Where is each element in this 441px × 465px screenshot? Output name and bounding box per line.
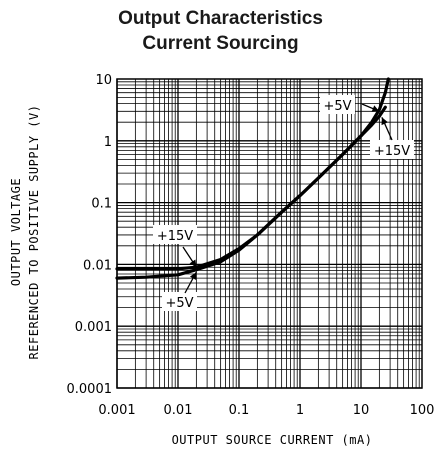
y-axis-label-line1: OUTPUT VOLTAGE bbox=[9, 178, 23, 286]
annotation-arrowhead bbox=[189, 259, 197, 268]
annotation-label: +15V bbox=[374, 144, 410, 159]
y-tick-label: 0.0001 bbox=[67, 382, 113, 397]
annotation-label: +15V bbox=[157, 229, 193, 244]
annotation-arrowhead bbox=[189, 272, 197, 280]
annotations: +15V +5V +5V +15V bbox=[153, 95, 414, 311]
chart-title: Output Characteristics bbox=[118, 8, 323, 29]
y-tick-label: 0.001 bbox=[75, 320, 112, 335]
annotation-label: +5V bbox=[323, 99, 351, 114]
series-line-plus15v bbox=[115, 105, 387, 271]
annotation-arrowhead bbox=[371, 105, 380, 112]
y-axis-label-line2: REFERENCED TO POSITIVE SUPPLY (V) bbox=[27, 105, 41, 360]
series-lines bbox=[115, 77, 390, 280]
x-tick-label: 0.01 bbox=[164, 403, 193, 418]
x-tick-label: 1 bbox=[296, 403, 304, 418]
y-tick-label: 10 bbox=[95, 73, 112, 88]
y-tick-label: 1 bbox=[104, 135, 112, 150]
series-line-plus5v bbox=[115, 77, 390, 280]
annotation-box bbox=[370, 140, 414, 159]
annotation-box bbox=[162, 292, 197, 311]
x-tick-label: 0.1 bbox=[229, 403, 250, 418]
chart-subtitle: Current Sourcing bbox=[142, 33, 299, 54]
x-tick-labels: 0.001 0.01 0.1 1 10 100 bbox=[98, 403, 434, 418]
minor-gridlines bbox=[117, 79, 422, 388]
annotation-box bbox=[153, 225, 197, 244]
x-tick-label: 100 bbox=[410, 403, 435, 418]
annotation-arrowhead bbox=[381, 117, 388, 126]
x-axis-label: OUTPUT SOURCE CURRENT (mA) bbox=[172, 433, 373, 447]
plot-frame bbox=[116, 78, 423, 389]
y-tick-label: 0.1 bbox=[91, 197, 112, 212]
annotation-box bbox=[320, 95, 355, 114]
y-tick-label: 0.01 bbox=[83, 258, 112, 273]
x-tick-label: 10 bbox=[353, 403, 370, 418]
annotation-label: +5V bbox=[165, 296, 193, 311]
y-tick-labels: 10 1 0.1 0.01 0.001 0.0001 bbox=[67, 73, 113, 397]
x-tick-label: 0.001 bbox=[98, 403, 135, 418]
